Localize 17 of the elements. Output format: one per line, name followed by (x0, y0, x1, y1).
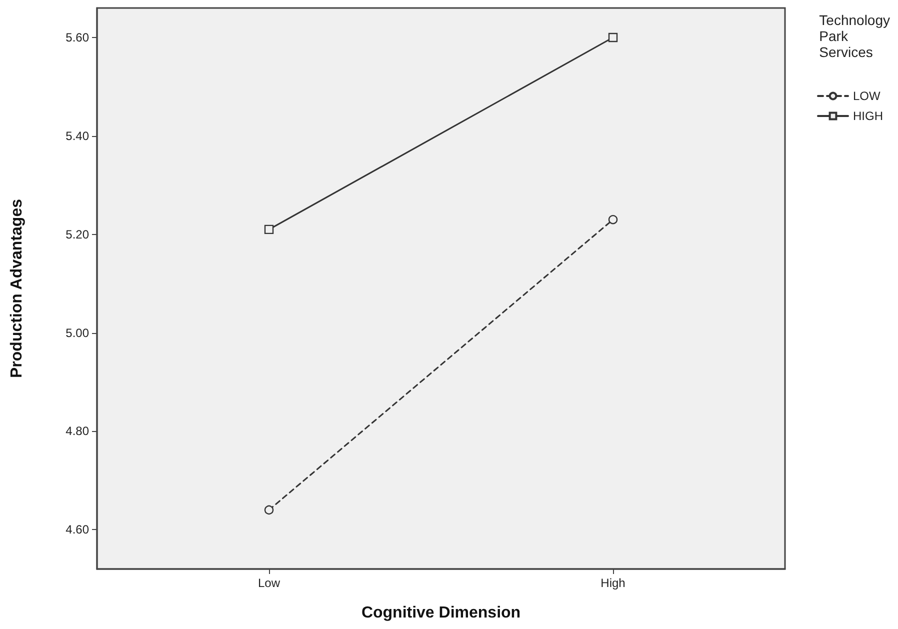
point (264, 224, 274, 234)
y-tick-label: 5.20 (66, 227, 90, 242)
x-axis-title: Cognitive Dimension (361, 604, 521, 622)
x-tick-label: Low (258, 576, 280, 590)
legend-label: HIGH (853, 109, 883, 123)
x-tick-label: High (600, 576, 626, 590)
point (608, 32, 618, 42)
point (264, 505, 274, 515)
legend-label: LOW (853, 89, 882, 103)
legend-title: Technology Park Services (819, 12, 890, 60)
y-tick-label: 5.60 (66, 30, 90, 45)
y-tick-label: 5.40 (66, 128, 90, 143)
y-tick-label: 4.80 (66, 424, 90, 438)
y-tick-label: 4.60 (66, 522, 90, 537)
point (608, 215, 618, 224)
y-tick-label: 5.00 (66, 326, 90, 340)
y-axis-title: Production Advantages (8, 198, 26, 378)
